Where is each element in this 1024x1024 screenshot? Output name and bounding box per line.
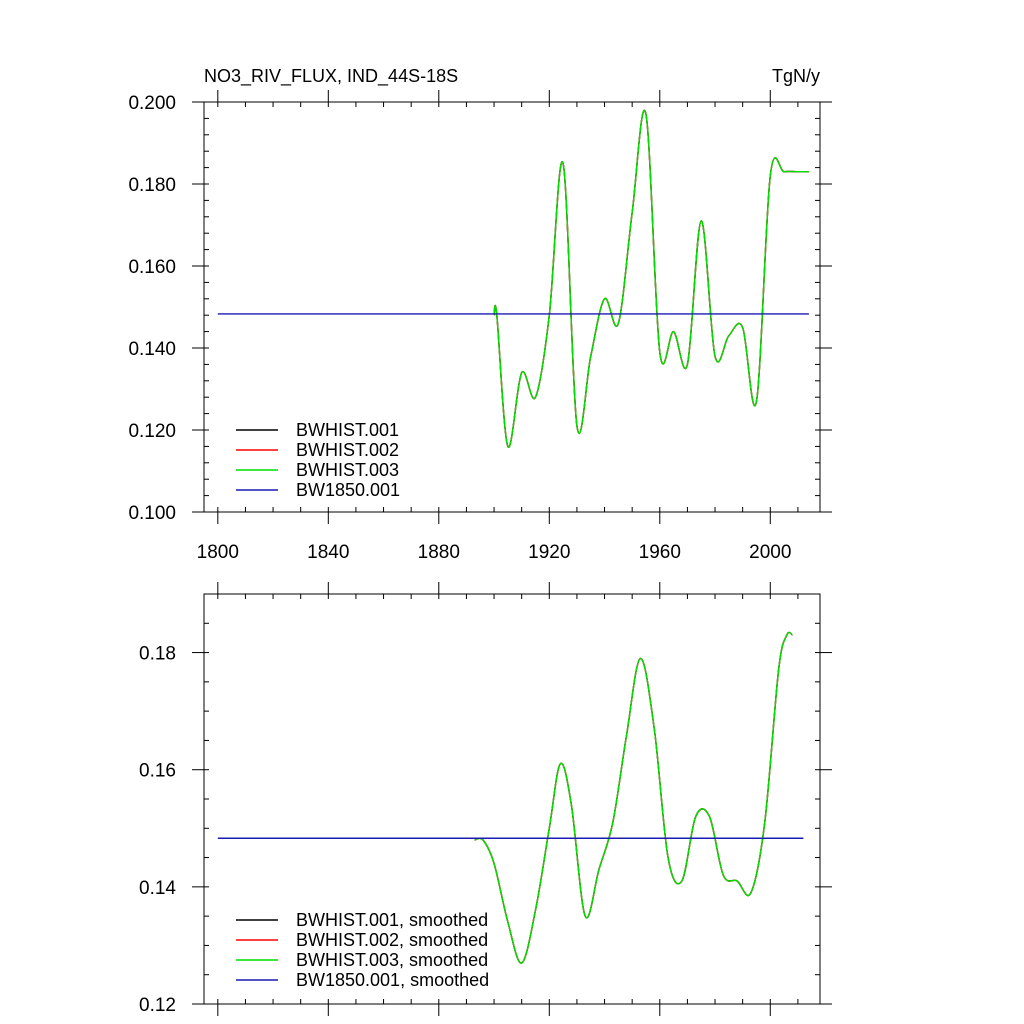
x-tick-label: 1840: [307, 542, 349, 563]
series-line: [474, 631, 793, 964]
y-tick-label: 0.18: [139, 644, 176, 665]
y-tick-label: 0.140: [128, 339, 176, 360]
legend-label: BWHIST.003, smoothed: [296, 950, 488, 970]
x-tick-label: 1920: [528, 542, 570, 563]
x-tick-label: 2000: [749, 542, 791, 563]
series-line: [493, 110, 809, 448]
legend-label: BWHIST.001: [296, 420, 399, 440]
y-tick-label: 0.12: [139, 995, 176, 1016]
x-tick-label: 1800: [197, 542, 239, 563]
legend-label: BWHIST.002, smoothed: [296, 930, 488, 950]
x-tick-label: 1960: [639, 542, 681, 563]
y-tick-label: 0.16: [139, 761, 176, 782]
units-label: TgN/y: [772, 66, 820, 86]
series-line: [474, 631, 793, 964]
series-line: [493, 110, 809, 448]
chart-title: NO3_RIV_FLUX, IND_44S-18S: [204, 66, 458, 87]
y-tick-label: 0.100: [128, 503, 176, 524]
legend-label: BW1850.001, smoothed: [296, 970, 489, 990]
top-panel: NO3_RIV_FLUX, IND_44S-18S TgN/y 0.1000.1…: [128, 66, 832, 563]
legend-label: BWHIST.003: [296, 460, 399, 480]
series-line: [474, 631, 793, 964]
legend-label: BW1850.001: [296, 480, 400, 500]
legend-label: BWHIST.002: [296, 440, 399, 460]
y-tick-label: 0.200: [128, 93, 176, 114]
top-plot-area: 0.100 0.120 0.140 0.160 0.180 0.200 1800 1840 18…: [128, 90, 832, 563]
y-tick-label: 0.120: [128, 421, 176, 442]
legend-label: BWHIST.001, smoothed: [296, 910, 488, 930]
y-tick-label: 0.160: [128, 257, 176, 278]
y-tick-label: 0.14: [139, 878, 176, 899]
plot-frame: [203, 101, 821, 513]
y-tick-label: 0.180: [128, 175, 176, 196]
series-line: [493, 110, 809, 448]
x-tick-label: 1880: [418, 542, 460, 563]
